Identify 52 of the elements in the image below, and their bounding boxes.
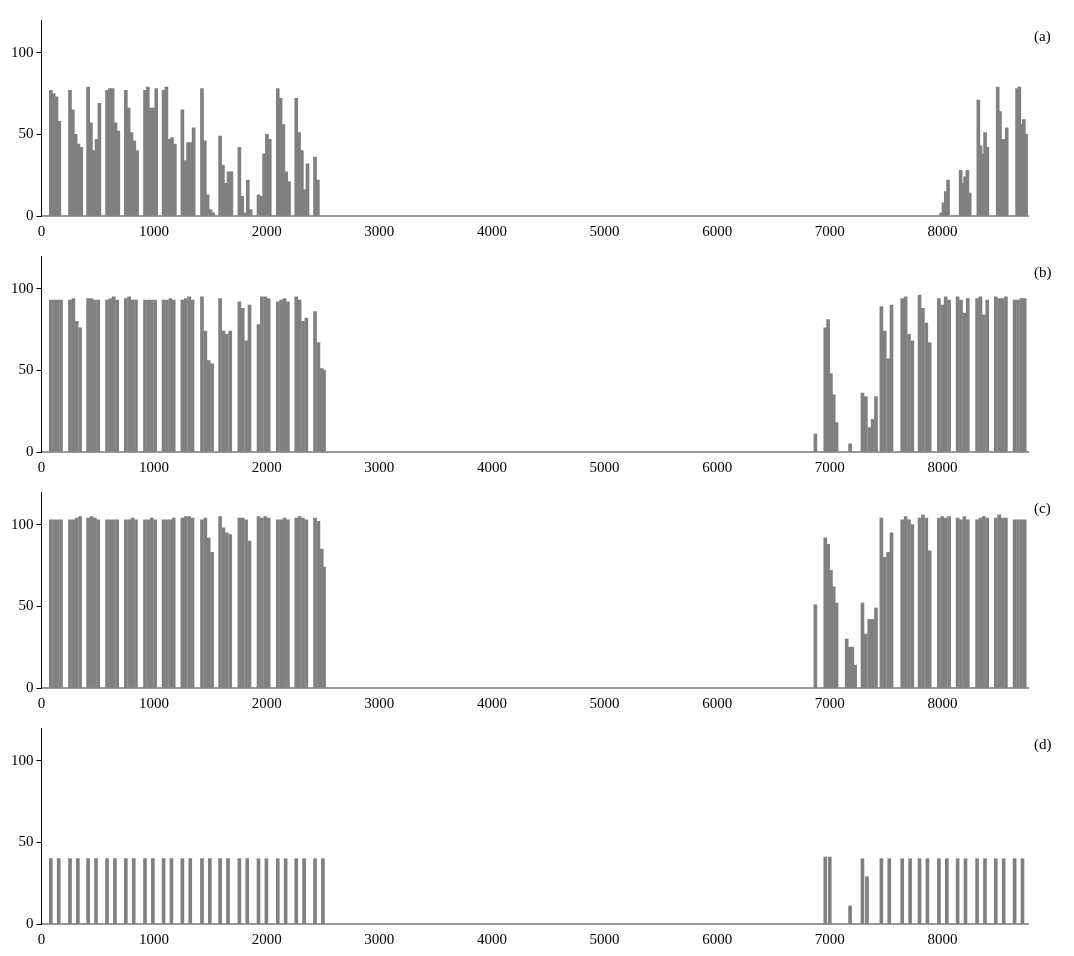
x-tick-label: 3000 <box>364 458 395 475</box>
y-tick-label: 0 <box>26 442 34 459</box>
text: (b) <box>1034 264 1052 282</box>
y-tick-label: 0 <box>26 678 34 695</box>
x-tick-label: 2000 <box>251 222 282 239</box>
y-tick-label: 50 <box>18 597 34 614</box>
x-tick-label: 0 <box>37 694 46 711</box>
x-tick-label: 8000 <box>927 222 958 239</box>
text: (c) <box>1034 500 1051 518</box>
x-tick-label: 3000 <box>364 930 395 947</box>
x-tick-label: 8000 <box>927 930 958 947</box>
x-tick-label: 6000 <box>702 930 733 947</box>
x-tick-label: 4000 <box>476 694 507 711</box>
x-tick-label: 6000 <box>702 694 733 711</box>
x-tick-label: 3000 <box>364 694 395 711</box>
x-tick-label: 6000 <box>702 458 733 475</box>
y-tick-label: 0 <box>26 206 34 223</box>
x-tick-label: 5000 <box>589 458 620 475</box>
x-tick-label: 4000 <box>476 222 507 239</box>
x-tick-label: 7000 <box>814 930 845 947</box>
y-tick-label: 50 <box>18 361 34 378</box>
x-tick-label: 2000 <box>251 930 282 947</box>
x-tick-label: 2000 <box>251 458 282 475</box>
x-tick-label: 1000 <box>139 930 170 947</box>
x-tick-label: 7000 <box>814 222 845 239</box>
x-tick-label: 2000 <box>251 694 282 711</box>
x-tick-label: 1000 <box>139 222 170 239</box>
x-tick-label: 0 <box>37 930 46 947</box>
x-tick-label: 6000 <box>702 222 733 239</box>
y-tick-label: 0 <box>26 914 34 931</box>
x-tick-label: 1000 <box>139 458 170 475</box>
x-tick-label: 5000 <box>589 930 620 947</box>
x-tick-label: 4000 <box>476 930 507 947</box>
x-tick-label: 4000 <box>476 458 507 475</box>
x-tick-label: 7000 <box>814 694 845 711</box>
x-tick-label: 1000 <box>139 694 170 711</box>
x-tick-label: 8000 <box>927 458 958 475</box>
y-tick-label: 100 <box>11 515 34 532</box>
text: (d) <box>1034 736 1052 754</box>
y-tick-label: 50 <box>18 125 34 142</box>
y-tick-label: 100 <box>11 279 34 296</box>
y-tick-label: 100 <box>11 751 34 768</box>
x-tick-label: 0 <box>37 458 46 475</box>
y-tick-label: 100 <box>11 43 34 60</box>
text: (a) <box>1034 28 1051 46</box>
x-tick-label: 0 <box>37 222 46 239</box>
x-tick-label: 3000 <box>364 222 395 239</box>
y-tick-label: 50 <box>18 833 34 850</box>
x-tick-label: 8000 <box>927 694 958 711</box>
x-tick-label: 5000 <box>589 222 620 239</box>
x-tick-label: 5000 <box>589 694 620 711</box>
x-tick-label: 7000 <box>814 458 845 475</box>
